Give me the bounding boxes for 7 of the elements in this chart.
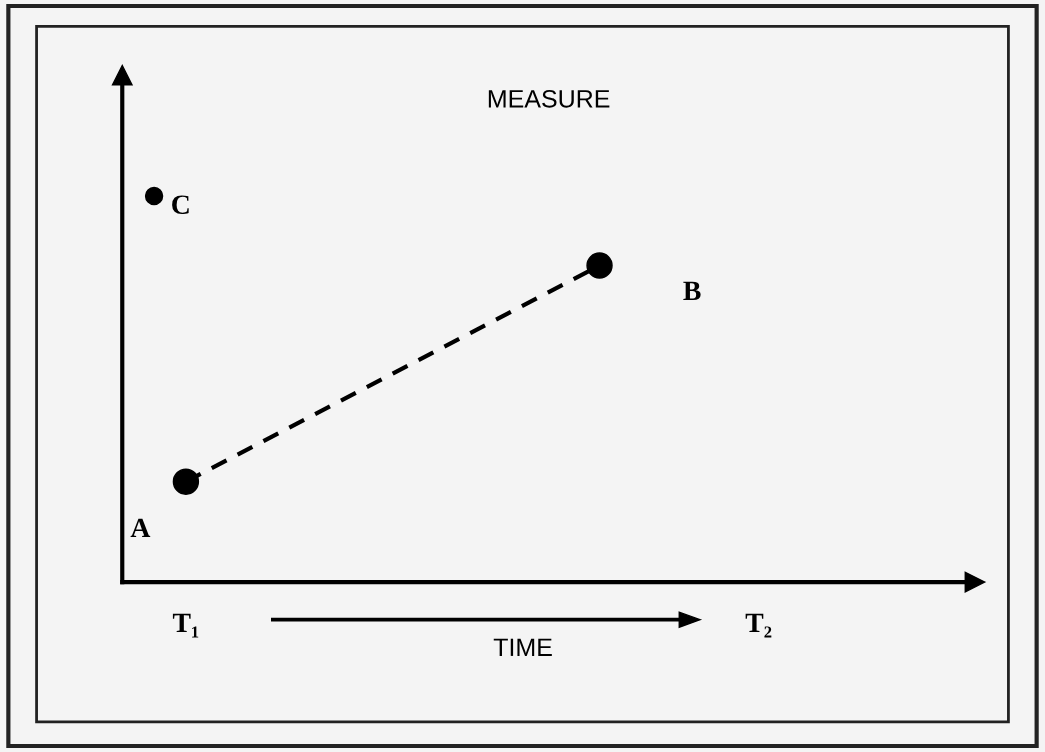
annotation: A: [130, 518, 151, 537]
x-tick-label: T₂: [745, 613, 772, 638]
annotation: C: [172, 195, 189, 215]
annotation: B: [683, 281, 701, 301]
x-tick-label: T₁: [172, 613, 199, 638]
y-axis-title: MEASURE: [488, 89, 610, 108]
x-axis-title: TIME: [493, 638, 552, 656]
